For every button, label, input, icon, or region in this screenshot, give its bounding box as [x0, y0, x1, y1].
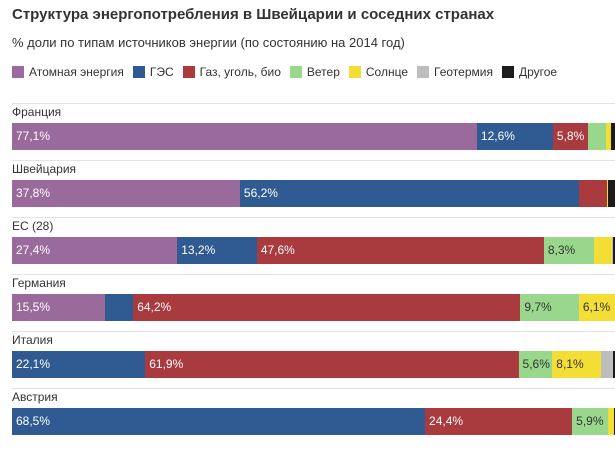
legend-label: Ветер: [306, 65, 340, 79]
data-label: 5,8%: [556, 129, 585, 143]
legend-label: Другое: [518, 65, 558, 79]
bar-segment[interactable]: [476, 123, 553, 150]
category-label: Швейцария: [12, 162, 77, 176]
legend-item: Солнце: [348, 65, 408, 79]
data-label: 13,2%: [181, 243, 216, 257]
bar-segment[interactable]: [12, 351, 146, 378]
chart-title: Структура энергопотребления в Швейцарии …: [12, 6, 495, 23]
bar-row: 27,4% 13,2% 47,6% 8,3%: [12, 237, 615, 264]
legend-label: Газ, уголь, био: [199, 65, 281, 79]
bar-segment[interactable]: [578, 180, 607, 207]
bar-segment[interactable]: [256, 237, 544, 264]
bar-segment[interactable]: [611, 123, 615, 150]
bar-segment[interactable]: [605, 123, 612, 150]
row-divider: [12, 388, 615, 389]
legend-label: Атомная энергия: [29, 65, 124, 79]
bar-segment[interactable]: [613, 237, 615, 264]
bar-segment[interactable]: [425, 408, 573, 435]
legend-swatch: [417, 66, 429, 78]
legend-label: Солнце: [365, 65, 408, 79]
legend-item: Геотермия: [417, 65, 493, 79]
legend-swatch: [12, 66, 24, 78]
data-label: 9,7%: [524, 300, 552, 314]
data-label: 24,4%: [429, 414, 464, 428]
data-label: 56,2%: [243, 186, 278, 200]
bar-segment[interactable]: [177, 237, 257, 264]
legend-swatch: [348, 66, 361, 78]
data-label: 15,5%: [16, 300, 51, 314]
bar-segment[interactable]: [601, 351, 614, 378]
bar-segment[interactable]: [607, 180, 615, 207]
legend-item: ГЭС: [132, 65, 174, 79]
chart-subtitle: % доли по типам источников энергии (по с…: [12, 35, 405, 50]
legend-item: Другое: [501, 65, 558, 79]
row-divider: [12, 160, 615, 161]
category-label: ЕС (28): [12, 219, 54, 233]
bar-row: 37,8% 56,2%: [12, 180, 615, 207]
data-label: 5,9%: [576, 414, 604, 428]
legend-swatch: [132, 66, 145, 78]
data-label: 64,2%: [137, 300, 172, 314]
bar-segment[interactable]: [518, 351, 553, 378]
bar-segment[interactable]: [613, 351, 615, 378]
legend-swatch: [289, 66, 302, 78]
bar-segment[interactable]: [611, 237, 614, 264]
data-label: 6,1%: [582, 300, 611, 314]
bar-row: 22,1% 61,9% 5,6% 8,1%: [12, 351, 615, 378]
bar-segment[interactable]: [578, 294, 615, 321]
data-label: 61,9%: [149, 357, 184, 371]
legend-label: Геотермия: [434, 65, 493, 79]
bar-segment[interactable]: [12, 180, 240, 207]
bar-segment[interactable]: [520, 294, 579, 321]
bar-row: 68,5% 24,4% 5,9%: [12, 408, 615, 435]
row-divider: [12, 103, 615, 104]
bar-segment[interactable]: [543, 237, 594, 264]
category-label: Австрия: [12, 390, 58, 404]
bar-segment[interactable]: [133, 294, 521, 321]
data-label: 77,1%: [16, 129, 51, 143]
category-label: Германия: [12, 276, 66, 290]
row-divider: [12, 331, 615, 332]
legend-swatch: [182, 66, 195, 78]
bar-segment[interactable]: [572, 408, 608, 435]
legend-swatch: [501, 66, 514, 78]
data-label: 27,4%: [16, 243, 51, 257]
bar-segment[interactable]: [587, 123, 606, 150]
data-label: 5,6%: [522, 357, 550, 371]
bar-segment[interactable]: [145, 351, 519, 378]
data-label: 8,1%: [556, 357, 584, 371]
legend-item: Газ, уголь, био: [182, 65, 281, 79]
bar-segment[interactable]: [606, 180, 608, 207]
row-divider: [12, 217, 615, 218]
bar-row: 15,5% 64,2% 9,7% 6,1%: [12, 294, 615, 321]
bar-segment[interactable]: [105, 294, 134, 321]
data-label: 12,6%: [480, 129, 515, 143]
category-label: Италия: [12, 333, 53, 347]
bar-segment[interactable]: [12, 123, 477, 150]
data-label: 47,6%: [260, 243, 295, 257]
data-label: 37,8%: [16, 186, 51, 200]
bar-segment[interactable]: [12, 294, 106, 321]
legend-item: Атомная энергия: [12, 65, 124, 79]
bar-segment[interactable]: [593, 237, 612, 264]
legend-label: ГЭС: [149, 65, 174, 79]
legend-item: Ветер: [289, 65, 340, 79]
bar-segment[interactable]: [552, 123, 588, 150]
bar-segment[interactable]: [12, 408, 426, 435]
bar-segment[interactable]: [239, 180, 579, 207]
row-divider: [12, 274, 615, 275]
data-label: 68,5%: [16, 414, 51, 428]
bar-row: 77,1% 12,6% 5,8%: [12, 123, 615, 150]
bar-segment[interactable]: [12, 237, 178, 264]
data-label: 8,3%: [547, 243, 576, 257]
bar-segment[interactable]: [552, 351, 602, 378]
bar-segment[interactable]: [607, 408, 615, 435]
bar-segment[interactable]: [607, 180, 608, 207]
chart-legend: Атомная энергия ГЭС Газ, уголь, био Ветер Со…: [12, 63, 566, 81]
category-label: Франция: [12, 105, 62, 119]
data-label: 22,1%: [16, 357, 51, 371]
